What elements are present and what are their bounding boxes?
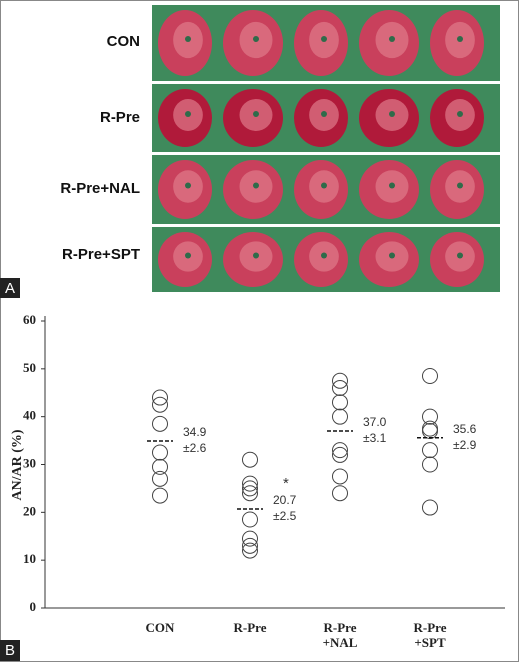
lumen [457,111,463,117]
lumen [185,36,191,42]
row-label: R-Pre+SPT [62,246,140,263]
data-point [242,485,258,502]
mean-label: 34.9 [183,425,207,439]
lumen [253,36,259,42]
y-tick-label: 30 [23,455,36,470]
lumen [389,36,395,42]
lumen [185,111,191,117]
lumen [185,252,191,259]
sem-label: ±3.1 [363,431,387,445]
data-point [242,537,258,554]
data-point [152,444,168,461]
data-point [332,446,348,463]
data-point [242,511,258,528]
data-point [332,372,348,389]
mean-label: 20.7 [273,493,297,507]
mean-label: 37.0 [363,415,387,429]
x-tick-label: R-Pre +NAL [322,620,358,650]
y-tick-label: 40 [23,408,36,423]
lumen [389,111,395,117]
data-point [332,379,348,396]
data-point [242,480,258,497]
data-point [422,368,438,385]
lumen [389,252,395,259]
lumen [389,182,395,189]
lumen [457,36,463,42]
y-tick-label: 20 [23,503,36,518]
y-tick-label: 10 [23,551,36,566]
sem-label: ±2.6 [183,441,207,455]
data-point [152,470,168,487]
lumen [253,111,259,117]
row-label: R-Pre+NAL [60,180,140,197]
sem-label: ±2.5 [273,509,297,523]
data-point [242,530,258,547]
lumen [253,182,259,189]
y-tick-label: 60 [23,312,36,327]
data-point [422,423,438,440]
lumen [457,252,463,259]
data-point [152,396,168,413]
row-label: R-Pre [100,109,140,126]
data-point [332,442,348,459]
data-point [332,468,348,485]
data-point [152,389,168,406]
x-tick-label: CON [145,620,175,635]
y-tick-label: 0 [30,599,37,614]
data-point [242,475,258,492]
lumen [321,111,327,117]
lumen [185,182,191,189]
data-point [242,451,258,468]
data-point [152,415,168,432]
data-point [422,408,438,425]
lumen [253,252,259,259]
panel-label-box [0,640,20,661]
y-axis-label: AN/AR (%) [10,429,25,500]
data-point [152,458,168,475]
lumen [321,36,327,42]
data-point [332,485,348,502]
lumen [321,182,327,189]
data-point [242,542,258,559]
data-point [422,442,438,459]
data-point [422,499,438,516]
panel-label: A [5,280,15,297]
significance-mark: * [283,475,289,492]
y-tick-label: 50 [23,360,36,375]
panel-label-box [0,278,20,298]
data-point [332,408,348,425]
x-tick-label: R-Pre +SPT [413,620,447,650]
lumen [321,252,327,259]
mean-label: 35.6 [453,422,477,436]
lumen [457,182,463,189]
data-point [422,456,438,473]
x-tick-label: R-Pre [233,620,267,635]
photo-panel [152,5,500,292]
data-point [152,487,168,504]
sem-label: ±2.9 [453,438,477,452]
row-label: CON [107,33,140,50]
data-point [332,394,348,411]
panel-label: B [5,642,15,659]
